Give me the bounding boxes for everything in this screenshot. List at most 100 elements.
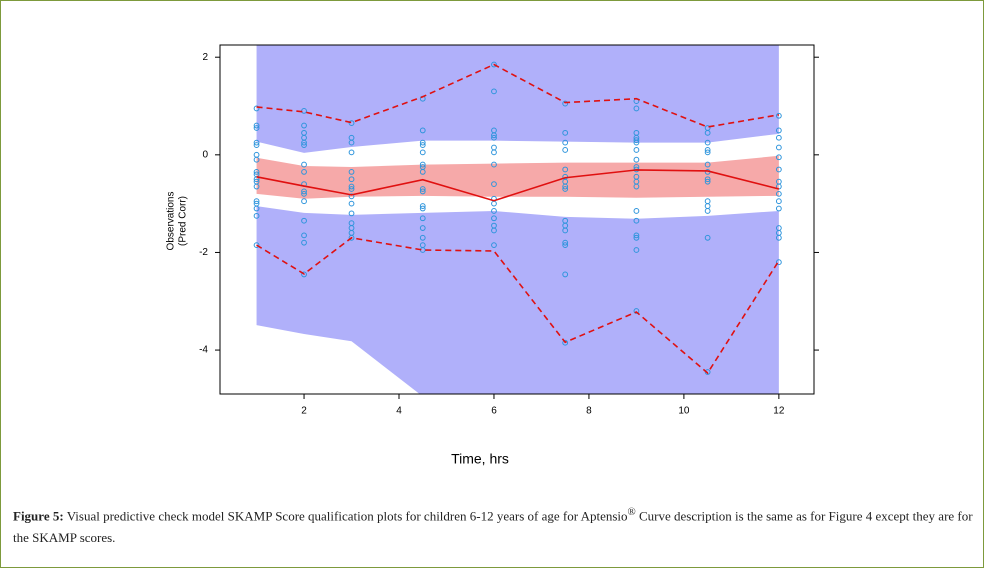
observation-point [491, 181, 497, 188]
observation-point [348, 176, 355, 183]
observation-point [775, 112, 782, 119]
observation-point [633, 156, 640, 163]
observation-point [562, 100, 569, 107]
observation-point [562, 271, 569, 278]
x-tick-label: 10 [678, 406, 690, 417]
axes-box [219, 44, 815, 395]
observation-point [704, 208, 711, 214]
observation-point [348, 149, 355, 156]
observation-point [301, 217, 307, 224]
observation-point [253, 139, 260, 146]
observation-point [633, 137, 640, 144]
observation-point [348, 120, 355, 126]
observation-point [775, 134, 782, 141]
y-axis-label-line: Observations [166, 192, 177, 251]
observation-point [491, 208, 497, 214]
observation-point [253, 198, 260, 205]
x-tick-label: 4 [396, 406, 402, 417]
y-axis-label: Observations (Pred Corr) [166, 192, 189, 251]
observation-point [562, 139, 569, 146]
observation-point [704, 178, 711, 185]
caption-label: Figure 5: [13, 508, 64, 524]
observation-point [775, 127, 782, 134]
observation-point [704, 147, 711, 153]
observation-point [704, 161, 711, 168]
chart: Time, hrs Observations (Pred Corr) 2 4 6 8 1… [166, 44, 819, 467]
observation-point [491, 144, 497, 151]
observation-point [562, 242, 569, 249]
observation-point [348, 186, 355, 192]
observation-point [775, 190, 782, 197]
caption-text: Curve description is the same as for Fig… [13, 508, 973, 546]
observation-point [301, 142, 307, 148]
observation-point [491, 227, 497, 234]
observation-point [775, 144, 782, 151]
observation-point [633, 139, 640, 146]
observation-point [253, 169, 260, 175]
observation-point [704, 369, 711, 375]
x-tick-label: 12 [773, 406, 785, 417]
observation-point [775, 154, 782, 161]
observation-point [704, 129, 711, 136]
observation-point [419, 188, 426, 195]
observation-point [633, 183, 640, 190]
observation-point [348, 193, 355, 200]
observation-point [419, 186, 426, 192]
observation-point [491, 161, 497, 168]
x-tick-label: 8 [586, 406, 592, 417]
observation-point [562, 186, 569, 192]
observation-point [562, 239, 569, 246]
observation-point [775, 259, 782, 266]
observation-point [491, 61, 497, 68]
observation-point [562, 129, 569, 136]
observation-point [253, 183, 260, 190]
x-tick-label: 6 [491, 406, 497, 417]
observation-point [419, 234, 426, 241]
observation-point [775, 205, 782, 212]
observation-point [633, 105, 640, 112]
observation-point [348, 200, 355, 207]
observation-point [301, 271, 307, 278]
observation-point [704, 149, 711, 156]
observation-point [301, 139, 307, 146]
x-tick-label: 2 [301, 406, 307, 417]
observation-point [253, 142, 260, 148]
observation-point [491, 200, 497, 207]
observation-point [704, 198, 711, 205]
prediction-band [256, 45, 779, 153]
observation-point [301, 190, 307, 197]
median-line [256, 169, 780, 202]
percentile-line [256, 236, 780, 375]
observation-point [775, 234, 782, 241]
observation-point [301, 188, 307, 195]
observation-point [562, 227, 569, 234]
observation-point [301, 161, 307, 168]
observation-point [633, 232, 640, 239]
observation-point [562, 147, 569, 153]
observation-point [301, 122, 307, 129]
observation-point [419, 139, 426, 146]
observation-point [301, 239, 307, 246]
plot-area [253, 45, 782, 394]
prediction-band [256, 206, 779, 394]
observation-point [253, 242, 260, 249]
observation-point [704, 139, 711, 146]
observation-point [301, 232, 307, 239]
observation-point [562, 183, 569, 190]
observation-point [348, 210, 355, 217]
observation-point [253, 122, 260, 129]
y-tick-label: -2 [199, 247, 208, 258]
observation-point [253, 205, 260, 212]
observation-point [301, 169, 307, 175]
observation-point [633, 208, 640, 214]
observation-point [419, 161, 426, 168]
observation-point [348, 234, 355, 241]
observation-point [491, 149, 497, 156]
observation-point [491, 215, 497, 222]
observation-point [253, 125, 260, 131]
observation-point [491, 88, 497, 95]
y-tick-label: -4 [199, 345, 208, 356]
observation-point [348, 169, 355, 175]
observation-point [633, 308, 640, 314]
